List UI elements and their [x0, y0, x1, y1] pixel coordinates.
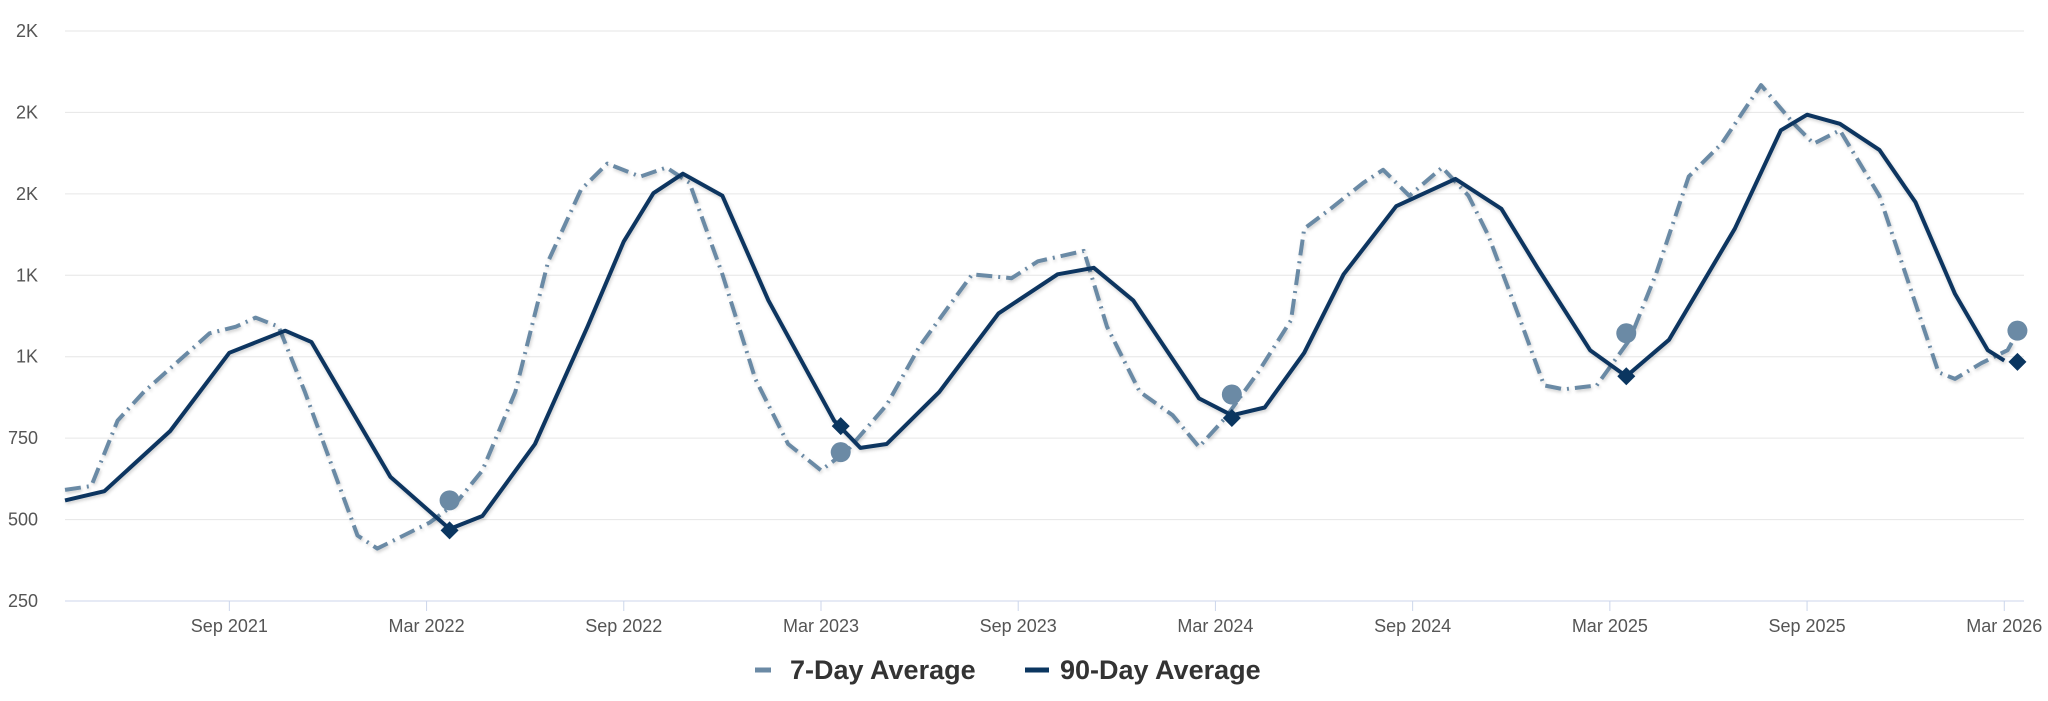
gridlines — [65, 30, 2024, 602]
data-point-7-day — [439, 490, 460, 511]
y-tick-label: 2K — [16, 21, 38, 41]
y-tick-label: 250 — [8, 591, 38, 611]
y-tick-label: 1K — [16, 347, 38, 367]
y-tick-label: 2K — [16, 184, 38, 204]
x-tick-label: Mar 2023 — [783, 616, 859, 636]
x-tick-label: Mar 2025 — [1572, 616, 1648, 636]
x-tick-label: Mar 2026 — [1966, 616, 2042, 636]
x-axis: Sep 2021 Mar 2022 Sep 2022 Mar 2023 Sep 2023… — [191, 601, 2042, 636]
x-tick-label: Sep 2023 — [980, 616, 1057, 636]
x-tick-label: Sep 2024 — [1374, 616, 1451, 636]
x-tick-label: Sep 2022 — [585, 616, 662, 636]
y-axis: 250 500 750 1K 1K 2K 2K 2K — [8, 21, 38, 611]
series-line-90-day — [64, 112, 2006, 531]
data-point-7-day — [1221, 384, 1242, 405]
y-tick-label: 2K — [16, 102, 38, 122]
legend: 7-Day Average 90-Day Average — [755, 655, 1261, 685]
x-tick-label: Mar 2024 — [1177, 616, 1253, 636]
x-tick-label: Sep 2025 — [1769, 616, 1846, 636]
legend-label-90-day: 90-Day Average — [1060, 655, 1261, 685]
x-tick-label: Mar 2022 — [389, 616, 465, 636]
data-point-90-day — [1222, 408, 1241, 427]
y-tick-label: 1K — [16, 265, 38, 285]
data-point-90-day — [2008, 352, 2027, 371]
plot-area — [64, 83, 2028, 551]
y-tick-label: 750 — [8, 428, 38, 448]
legend-label-7-day: 7-Day Average — [790, 655, 976, 685]
data-point-7-day — [830, 442, 851, 463]
data-point-7-day — [1616, 323, 1637, 344]
data-point-90-day — [1617, 367, 1636, 386]
data-point-90-day — [440, 521, 459, 540]
y-tick-label: 500 — [8, 510, 38, 530]
x-tick-label: Sep 2021 — [191, 616, 268, 636]
series-line-7-day — [64, 83, 2023, 551]
data-point-7-day — [2007, 320, 2028, 341]
data-point-90-day — [831, 417, 850, 436]
